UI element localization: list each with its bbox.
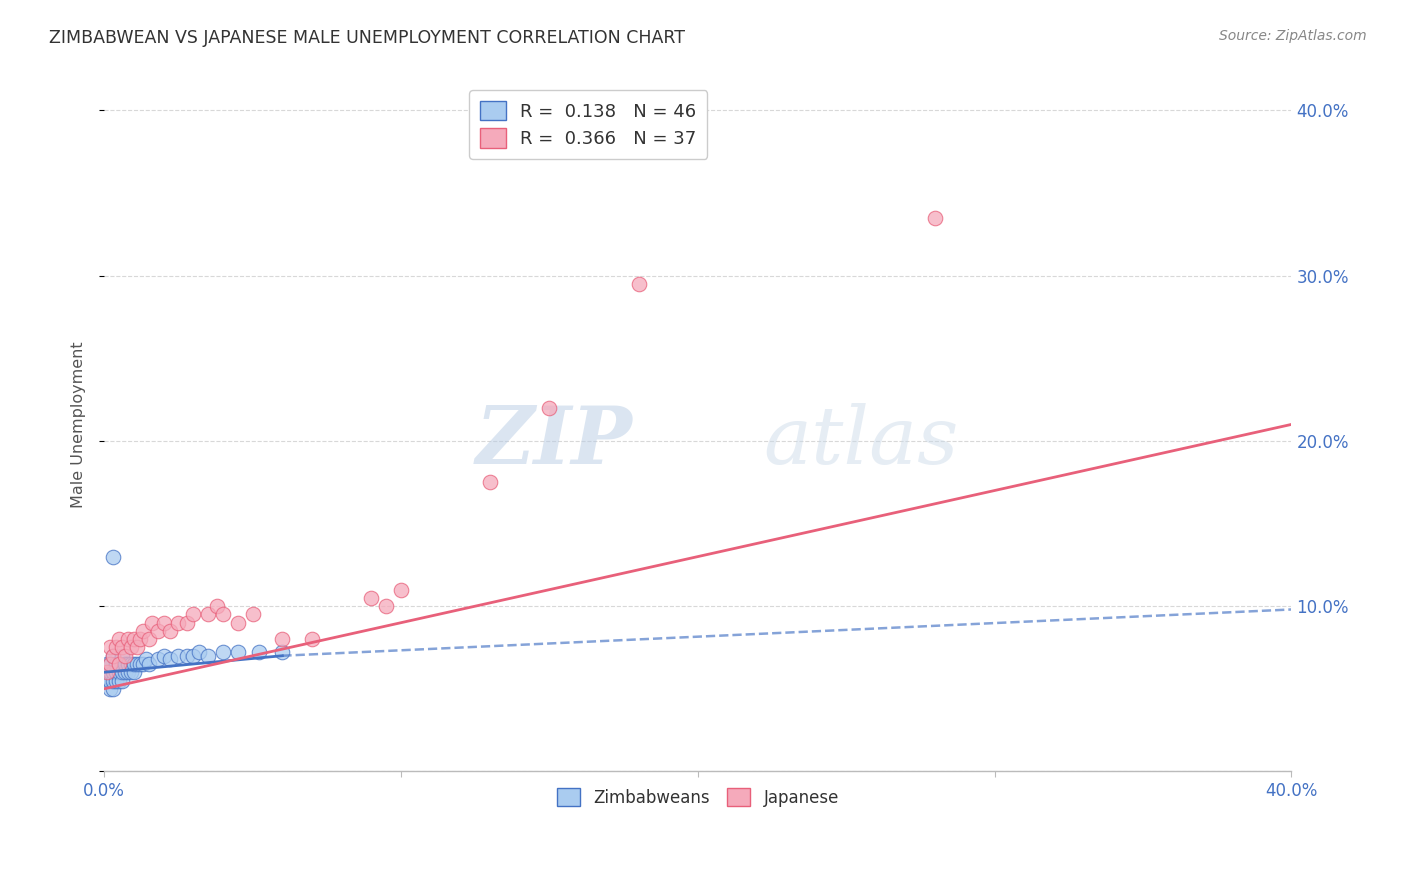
Point — [111, 648, 134, 663]
Point — [111, 665, 134, 680]
Point — [111, 640, 134, 655]
Point — [103, 673, 125, 688]
Point — [135, 652, 157, 666]
Point — [122, 657, 145, 671]
Point — [98, 681, 121, 696]
Point — [125, 640, 148, 655]
Point — [98, 657, 121, 671]
Point — [117, 632, 139, 647]
Point — [627, 277, 650, 291]
Point — [167, 615, 190, 630]
Y-axis label: Male Unemployment: Male Unemployment — [72, 341, 86, 508]
Point — [271, 632, 294, 647]
Point — [117, 657, 139, 671]
Point — [111, 673, 134, 688]
Point — [212, 645, 235, 659]
Point — [271, 645, 294, 659]
Point — [98, 657, 121, 671]
Point — [103, 681, 125, 696]
Point — [176, 615, 198, 630]
Point — [176, 648, 198, 663]
Point — [301, 632, 323, 647]
Point — [120, 640, 142, 655]
Point — [125, 657, 148, 671]
Point — [120, 657, 142, 671]
Point — [138, 632, 160, 647]
Point — [105, 673, 128, 688]
Text: Source: ZipAtlas.com: Source: ZipAtlas.com — [1219, 29, 1367, 43]
Point — [114, 665, 136, 680]
Point — [212, 607, 235, 622]
Point — [132, 657, 155, 671]
Point — [247, 645, 270, 659]
Point — [96, 673, 118, 688]
Point — [122, 632, 145, 647]
Point — [389, 582, 412, 597]
Point — [98, 673, 121, 688]
Point — [141, 615, 163, 630]
Point — [152, 648, 174, 663]
Point — [924, 211, 946, 225]
Point — [105, 640, 128, 655]
Point — [103, 549, 125, 564]
Point — [183, 648, 205, 663]
Point — [197, 607, 219, 622]
Point — [120, 665, 142, 680]
Point — [96, 665, 118, 680]
Point — [167, 648, 190, 663]
Point — [205, 599, 228, 614]
Point — [114, 648, 136, 663]
Legend: Zimbabweans, Japanese: Zimbabweans, Japanese — [548, 780, 848, 815]
Text: atlas: atlas — [763, 403, 959, 481]
Point — [159, 624, 181, 638]
Point — [108, 657, 131, 671]
Point — [96, 657, 118, 671]
Point — [108, 673, 131, 688]
Point — [117, 665, 139, 680]
Point — [159, 652, 181, 666]
Point — [226, 615, 249, 630]
Point — [152, 615, 174, 630]
Point — [105, 665, 128, 680]
Point — [242, 607, 264, 622]
Point — [360, 591, 382, 605]
Point — [108, 665, 131, 680]
Point — [146, 652, 169, 666]
Point — [129, 632, 152, 647]
Point — [226, 645, 249, 659]
Point — [108, 632, 131, 647]
Point — [108, 657, 131, 671]
Point — [183, 607, 205, 622]
Point — [197, 648, 219, 663]
Point — [375, 599, 398, 614]
Text: ZIP: ZIP — [475, 403, 633, 481]
Point — [96, 665, 118, 680]
Point — [479, 475, 502, 490]
Point — [98, 640, 121, 655]
Point — [103, 648, 125, 663]
Point — [188, 645, 211, 659]
Point — [98, 665, 121, 680]
Point — [105, 657, 128, 671]
Point — [129, 657, 152, 671]
Point — [138, 657, 160, 671]
Point — [103, 648, 125, 663]
Point — [103, 665, 125, 680]
Point — [132, 624, 155, 638]
Point — [122, 665, 145, 680]
Point — [538, 401, 561, 415]
Point — [146, 624, 169, 638]
Point — [114, 657, 136, 671]
Text: ZIMBABWEAN VS JAPANESE MALE UNEMPLOYMENT CORRELATION CHART: ZIMBABWEAN VS JAPANESE MALE UNEMPLOYMENT… — [49, 29, 685, 46]
